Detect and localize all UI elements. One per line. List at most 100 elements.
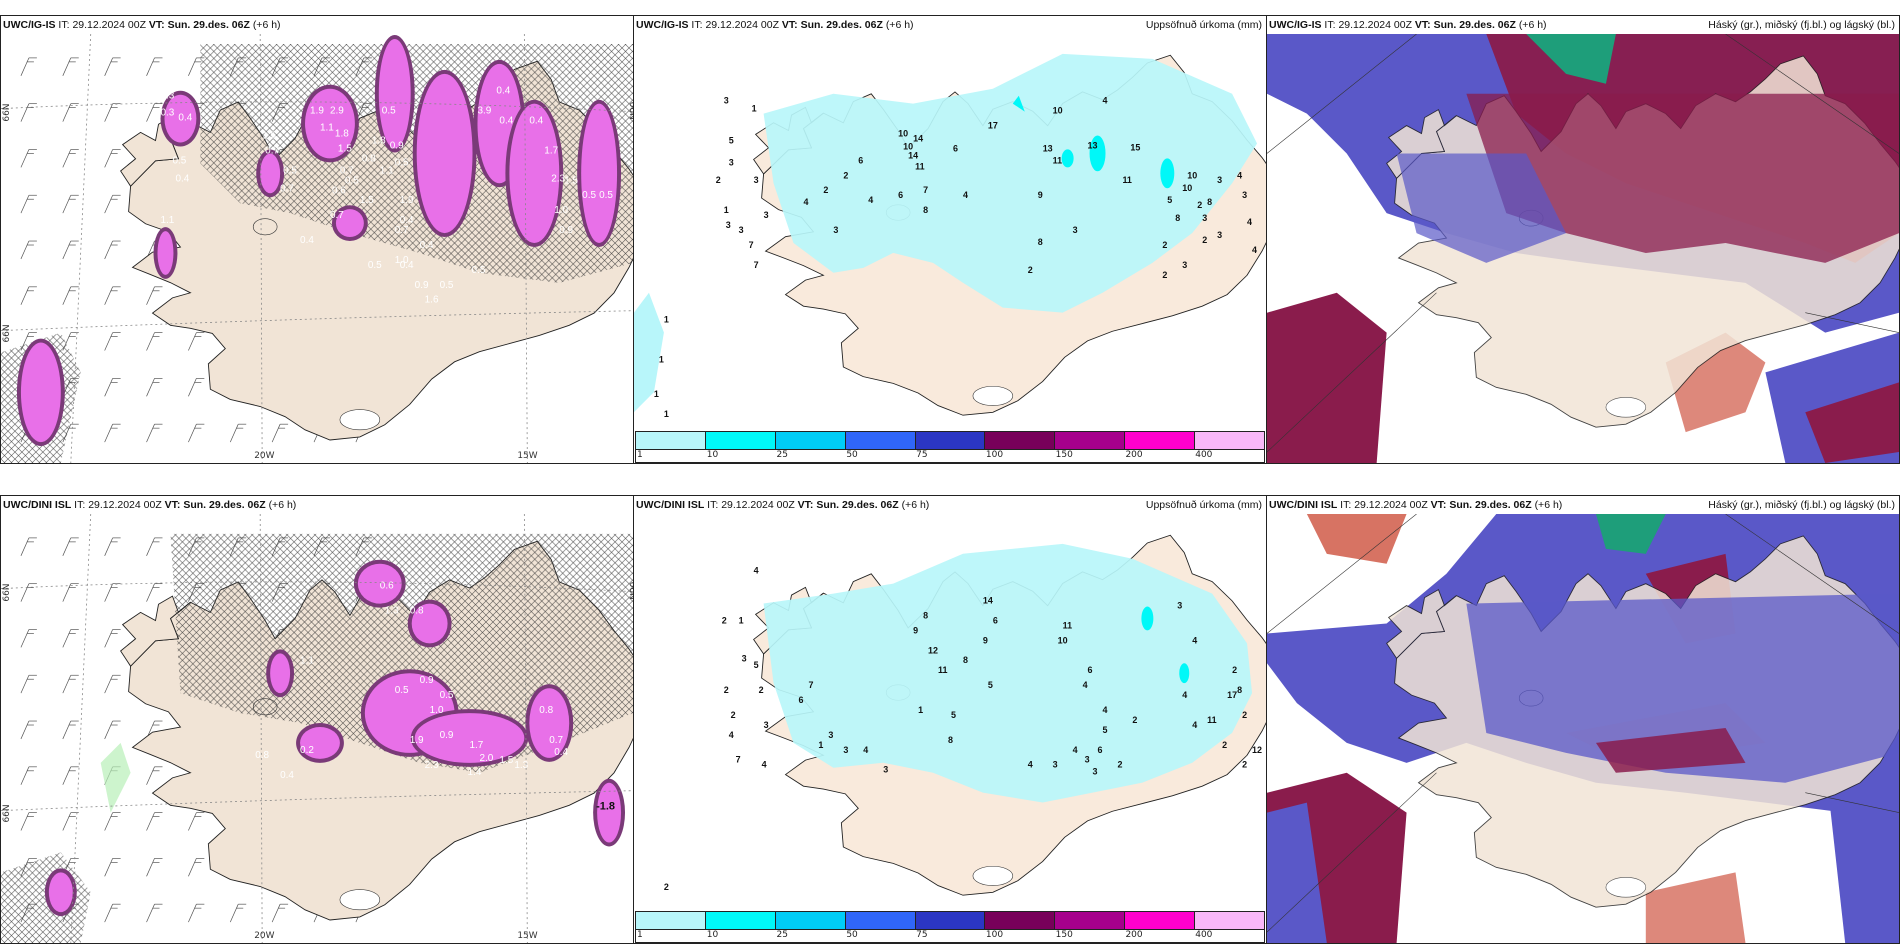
precip-amount-label: 11 — [1207, 715, 1216, 725]
colorbar-swatch — [1125, 432, 1196, 449]
wind-barb — [104, 812, 121, 831]
model-name: UWC/DINI ISL — [636, 499, 705, 511]
precip-value-label: 0.4 — [420, 240, 434, 251]
cloud-mid-layer — [1825, 742, 1899, 943]
wind-barb-staff — [62, 583, 72, 602]
precip-amount-label: 3 — [833, 225, 838, 235]
wind-barb — [146, 332, 163, 351]
accumulated-precip-map[interactable]: 4 2 1 3 2 5 2 4 2 3 7 4 6 7 1 3 3 4 3 9 12 8 11 6 8 5 14 5 9 8 1 11 10 4 6… — [634, 514, 1266, 909]
precip-value-label: 0.4 — [178, 113, 192, 124]
map-title: Uppsöfnuð úrkoma (mm) — [1145, 19, 1262, 31]
lead-time: (+6 h) — [885, 19, 914, 31]
precip-value-label: 1.1 — [160, 215, 174, 226]
wind-barb-staff — [62, 812, 72, 831]
precip-amount-label: 4 — [1073, 745, 1078, 755]
precip-value-label: 0.4 — [400, 260, 414, 271]
precip-amount-label: 7 — [754, 260, 759, 270]
precip-amount-label: 14 — [983, 596, 993, 606]
colorbar-swatch — [775, 912, 846, 929]
colorbar-tick-label: 75 — [916, 930, 928, 940]
wind-barb — [62, 629, 79, 648]
wind-barb — [104, 858, 121, 877]
longitude-label: 15W — [517, 451, 537, 461]
wind-barb — [188, 858, 205, 877]
panel-header: UWC/DINI ISL IT: 29.12.2024 00Z VT: Sun.… — [3, 499, 296, 511]
precip-area-mid — [1061, 149, 1074, 168]
it-label: IT: — [707, 499, 719, 511]
precip-amount-label: 9 — [913, 625, 918, 635]
accumulated-precip-map[interactable]: 3 5 1 3 2 3 1 3 3 7 3 7 4 6 3 2 2 10 10 14 14 4 6 11 7 8 4 6 17 10 13 1… — [634, 34, 1266, 429]
init-time: 29.12.2024 00Z — [1354, 499, 1428, 511]
precip-amount-label: 4 — [729, 730, 734, 740]
precip-amount-label: 4 — [868, 195, 873, 205]
precip-blob-light — [164, 94, 197, 143]
precip-amount-label: 3 — [742, 653, 747, 663]
valid-time: Sun. 29.des. 06Z — [183, 499, 266, 511]
projection-line — [1267, 292, 1437, 453]
precip-amount-label: 7 — [749, 240, 754, 250]
colorbar-tick-label: 75 — [916, 450, 928, 460]
wind-barb — [146, 378, 163, 397]
precip-amount-label: 11 — [938, 665, 947, 675]
wind-barb-staff — [20, 766, 30, 785]
precip-value-label: 3.9 — [477, 106, 491, 117]
temperature-label: -1.8 — [596, 801, 615, 813]
wind-barb — [229, 903, 247, 923]
precip-value-label: 0.8 — [539, 705, 553, 716]
precip-value-label: 0.6 — [380, 581, 394, 592]
wind-barb — [20, 629, 37, 648]
precip-value-label: 0.5 — [382, 106, 396, 117]
precip-amount-label: 2 — [1242, 760, 1247, 770]
colorbar-tick-label: 100 — [985, 930, 1004, 940]
precip-amount-label: 3 — [764, 720, 769, 730]
precip-blob-light — [300, 727, 340, 759]
precip-area-light — [763, 543, 1253, 803]
cloud-mid-layer — [1466, 593, 1899, 783]
precip-amount-label: 5 — [1103, 725, 1108, 735]
precip-amount-label: 4 — [1192, 635, 1197, 645]
glacier-vatnajokull-outline — [339, 409, 381, 431]
wind-barb — [20, 720, 37, 740]
precip-amount-label: 6 — [798, 695, 803, 705]
cloud-high-layer — [1267, 292, 1387, 463]
precip-amount-label: 2 — [843, 170, 848, 180]
panel-header: UWC/DINI ISL IT: 29.12.2024 00Z VT: Sun.… — [1269, 499, 1562, 511]
wind-precip-map[interactable]: 0.3 0.3 0.4 0.5 0.4 1.1 0.7 1.5 0.5 0.7 0.4 0.7 1.9 2… — [1, 34, 633, 463]
precip-area-mid — [1012, 95, 1025, 112]
cloud-cover-map[interactable] — [1267, 514, 1899, 943]
wind-barb-staff — [229, 424, 239, 443]
parallel-line — [1, 310, 633, 332]
precip-value-label: 0.9 — [420, 675, 434, 686]
wind-barb-staff — [271, 424, 281, 443]
wind-barb-staff — [62, 766, 72, 785]
vt-label: VT: — [797, 499, 814, 511]
precip-amount-label: 17 — [988, 121, 998, 131]
wind-barb — [62, 286, 79, 305]
precip-amount-label: 1 — [724, 205, 729, 215]
cloud-high-thin — [1306, 514, 1407, 564]
precip-value-label: 0.9 — [415, 280, 429, 291]
colorbar-cells — [635, 911, 1265, 930]
wind-precip-map[interactable]: -1.8 0.6 1.3 0.8 0.5 0.9 1.0 0.5 1.9 0.9 1.7 2.0 2.3… — [1, 514, 633, 943]
precip-amount-label: 4 — [762, 760, 767, 770]
parallel-line — [1, 581, 633, 593]
precip-amount-label: 2 — [759, 685, 764, 695]
precip-amount-label: 4 — [1237, 170, 1242, 180]
wind-barb-staff — [104, 858, 113, 877]
latitude-label: 66N — [2, 804, 12, 822]
precip-value-label: 0.7 — [330, 210, 344, 221]
precip-value-label: 1.5 — [338, 143, 352, 154]
precip-amount-label: 2 — [724, 685, 729, 695]
cloud-cover-map[interactable] — [1267, 34, 1899, 463]
precip-amount-label: 6 — [1098, 745, 1103, 755]
precip-amount-label: 15 — [1130, 142, 1140, 152]
init-time: 29.12.2024 00Z — [88, 499, 162, 511]
precip-value-label: 0.5 — [395, 157, 409, 168]
precip-value-label: 0.6 — [332, 185, 346, 196]
longitude-label: 20W — [254, 931, 274, 941]
wind-barb — [20, 194, 37, 214]
wind-barb-staff — [188, 904, 197, 923]
colorbar-ticks: 1 10 25 50 75 100 150 200 400 — [635, 930, 1265, 943]
wind-barb — [188, 423, 205, 443]
precip-value-label: 0.8 — [255, 750, 269, 761]
